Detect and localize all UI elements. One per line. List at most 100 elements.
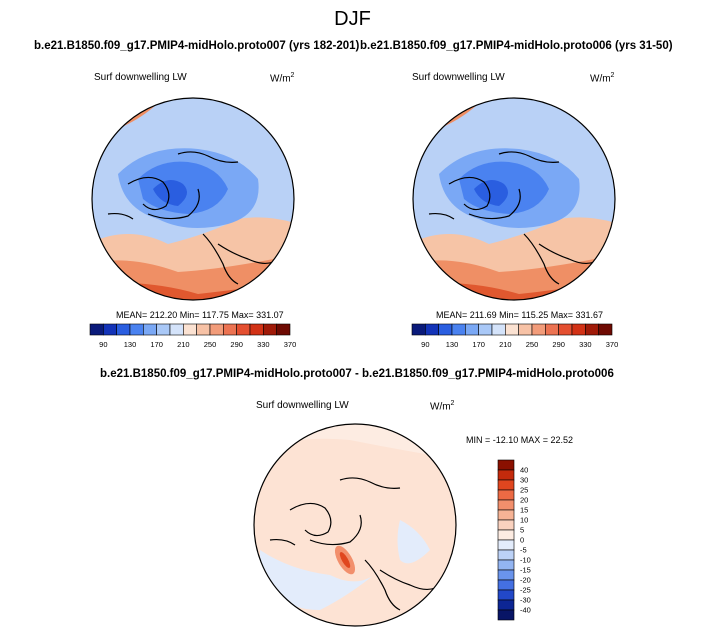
colorbar-swatch — [571, 323, 586, 336]
colorbar-swatch — [143, 323, 157, 336]
colorbar-label: -30 — [520, 596, 531, 605]
colorbar-label: -25 — [520, 586, 531, 595]
panel-left-title: b.e21.B1850.f09_g17.PMIP4-midHolo.proto0… — [34, 40, 360, 52]
colorbar-label: 15 — [520, 506, 528, 515]
colorbar-label: 30 — [520, 476, 528, 485]
panel-diff-title: b.e21.B1850.f09_g17.PMIP4-midHolo.proto0… — [100, 368, 614, 380]
map-coastline — [107, 212, 134, 220]
colorbar-swatch — [478, 323, 493, 336]
colorbar-label: 130 — [124, 340, 137, 349]
colorbar-swatch — [497, 549, 515, 561]
map-coastline — [428, 212, 455, 220]
figure-title: DJF — [334, 8, 371, 30]
colorbar-swatch — [497, 579, 515, 591]
colorbar-right: 90 130 170 210 250 290 330 370 — [411, 323, 618, 349]
colorbar-swatch — [497, 489, 515, 501]
colorbar-swatch — [497, 539, 515, 551]
colorbar-swatch — [497, 509, 515, 521]
colorbar-swatch — [236, 323, 251, 336]
colorbar-label: -15 — [520, 566, 531, 575]
colorbar-swatch — [249, 323, 264, 336]
panel-diff-stats: MIN = -12.10 MAX = 22.52 — [466, 435, 574, 445]
colorbar-swatch — [497, 559, 515, 571]
map-coastline — [364, 559, 401, 611]
map-field — [413, 98, 459, 119]
colorbar-label: 170 — [150, 340, 163, 349]
colorbar-swatch — [585, 323, 599, 336]
map-coastline — [269, 538, 296, 546]
map-coastline — [468, 188, 521, 220]
colorbar-swatch — [411, 323, 426, 336]
colorbar-swatch — [497, 459, 515, 471]
map-coastline — [523, 233, 560, 285]
map-field — [260, 550, 380, 610]
colorbar-label: -10 — [520, 556, 531, 565]
map-coastline — [127, 176, 170, 211]
colorbar-label: 250 — [526, 340, 539, 349]
colorbar-swatch — [491, 323, 506, 336]
colorbar-swatch — [497, 609, 515, 621]
map-coastline — [498, 151, 560, 163]
map-diff — [253, 423, 457, 627]
map-coastline — [339, 477, 401, 489]
map-border — [412, 97, 616, 301]
map-field — [153, 180, 187, 206]
colorbar-swatch — [196, 323, 211, 336]
map-coastline — [147, 188, 200, 220]
colorbar-label: 40 — [520, 466, 528, 475]
colorbar-swatch — [497, 599, 515, 611]
colorbar-swatch — [497, 519, 515, 531]
colorbar-swatch — [263, 323, 277, 336]
colorbar-label: 0 — [520, 536, 524, 545]
colorbar-swatch — [518, 323, 533, 336]
map-coastline — [177, 151, 239, 163]
colorbar-label: 210 — [499, 340, 512, 349]
colorbar-swatch — [156, 323, 171, 336]
colorbar-swatch — [183, 323, 197, 336]
colorbar-swatch — [209, 323, 224, 336]
panel-right-variable: Surf downwelling LW — [412, 72, 505, 83]
colorbar-label: 370 — [284, 340, 296, 349]
colorbar-swatch — [598, 323, 613, 336]
colorbar-label: 210 — [177, 340, 190, 349]
map-coastline — [202, 233, 239, 285]
map-coastline — [538, 243, 595, 265]
colorbar-swatch — [89, 323, 104, 336]
colorbar-swatch — [497, 469, 515, 481]
colorbar-label: 20 — [520, 496, 528, 505]
map-border — [253, 423, 457, 627]
colorbar-label: 90 — [421, 340, 429, 349]
colorbar-swatch — [558, 323, 573, 336]
colorbar-swatch — [451, 323, 466, 336]
panel-left-variable: Surf downwelling LW — [94, 72, 187, 83]
colorbar-swatch — [129, 323, 144, 336]
colorbar-swatch — [438, 323, 453, 336]
colorbar-swatch — [497, 499, 515, 511]
colorbar-swatch — [545, 323, 559, 336]
map-field — [254, 424, 456, 626]
colorbar-label: -20 — [520, 576, 531, 585]
colorbar-label: 330 — [257, 340, 270, 349]
colorbar-label: 290 — [552, 340, 565, 349]
colorbar-label: -5 — [520, 546, 527, 555]
colorbar-swatch — [116, 323, 131, 336]
panel-left-stats: MEAN= 212.20 Min= 117.75 Max= 331.07 — [116, 310, 284, 320]
colorbar-label: 5 — [520, 526, 524, 535]
colorbar-label: 90 — [99, 340, 107, 349]
colorbar-swatch — [531, 323, 546, 336]
map-field — [474, 180, 508, 206]
map-right — [412, 97, 616, 301]
colorbar-label: 25 — [520, 486, 528, 495]
map-border — [91, 97, 295, 301]
colorbar-swatch — [223, 323, 237, 336]
colorbar-swatch — [425, 323, 439, 336]
colorbar-swatch — [497, 479, 515, 491]
colorbar-label: 130 — [446, 340, 459, 349]
colorbar-swatch — [497, 569, 515, 581]
panel-diff-variable: Surf downwelling LW — [256, 400, 349, 411]
colorbar-label: -40 — [520, 606, 531, 615]
colorbar-swatch — [276, 323, 291, 336]
colorbar-swatch — [497, 589, 515, 601]
colorbar-swatch — [103, 323, 117, 336]
colorbar-label: 330 — [579, 340, 592, 349]
